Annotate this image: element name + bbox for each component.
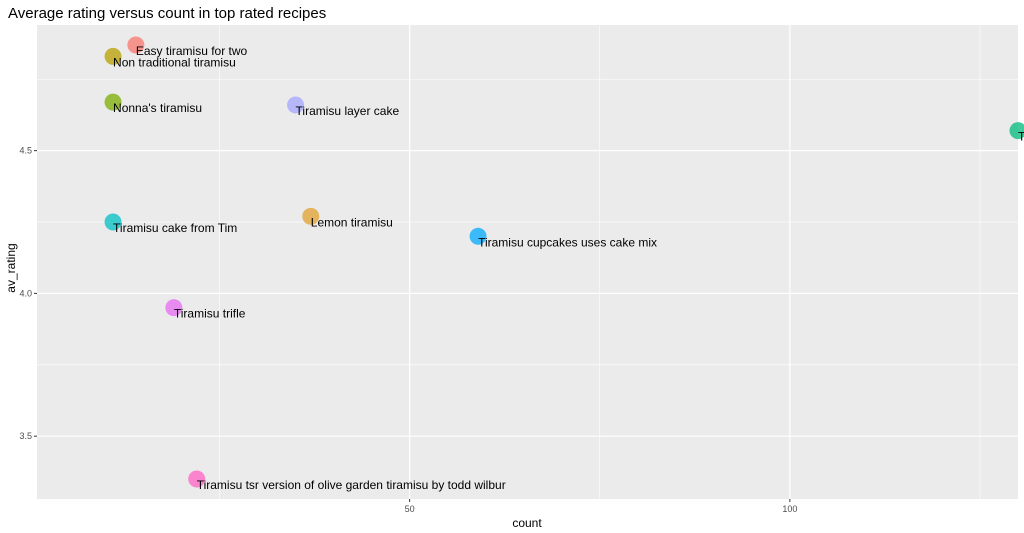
point-label: Tiramisu cupcakes uses cake mix xyxy=(478,235,657,249)
x-tick-label: 100 xyxy=(782,504,797,514)
data-point xyxy=(104,93,122,111)
point-label: Tiramisu cake from Tim xyxy=(113,221,237,235)
data-point xyxy=(302,207,320,225)
data-point xyxy=(1009,122,1024,140)
point-label: Tiramisu layer cake xyxy=(296,104,400,118)
data-point xyxy=(104,47,122,65)
data-point xyxy=(188,470,206,488)
point-label: Tiramisu xyxy=(1018,130,1024,144)
x-axis-title: count xyxy=(512,516,542,530)
minor-gridlines xyxy=(37,25,1018,499)
x-tick-label: 50 xyxy=(405,504,415,514)
chart-title: Average rating versus count in top rated… xyxy=(8,5,326,22)
point-label: Nonna's tiramisu xyxy=(113,101,202,115)
data-point xyxy=(287,96,305,114)
major-gridlines xyxy=(37,25,1018,499)
point-label: Lemon tiramisu xyxy=(311,215,393,229)
point-label: Tiramisu trifle xyxy=(174,307,246,321)
data-points xyxy=(104,36,1024,488)
data-point xyxy=(104,213,122,231)
y-tick-label: 4.0 xyxy=(19,288,32,298)
y-axis-title: av_rating xyxy=(4,243,18,292)
data-point xyxy=(165,299,183,317)
y-tick-label: 3.5 xyxy=(19,431,32,441)
axis-ticks: 50 100 3.5 4.0 4.5 xyxy=(19,146,797,514)
data-point xyxy=(469,227,487,245)
data-point xyxy=(127,36,145,54)
point-label: Easy tiramisu for two xyxy=(136,44,248,58)
point-label: Non traditional tiramisu xyxy=(113,55,236,69)
y-tick-label: 4.5 xyxy=(19,146,32,156)
point-label: Tiramisu tsr version of olive garden tir… xyxy=(197,478,506,492)
plot-panel xyxy=(37,25,1018,499)
